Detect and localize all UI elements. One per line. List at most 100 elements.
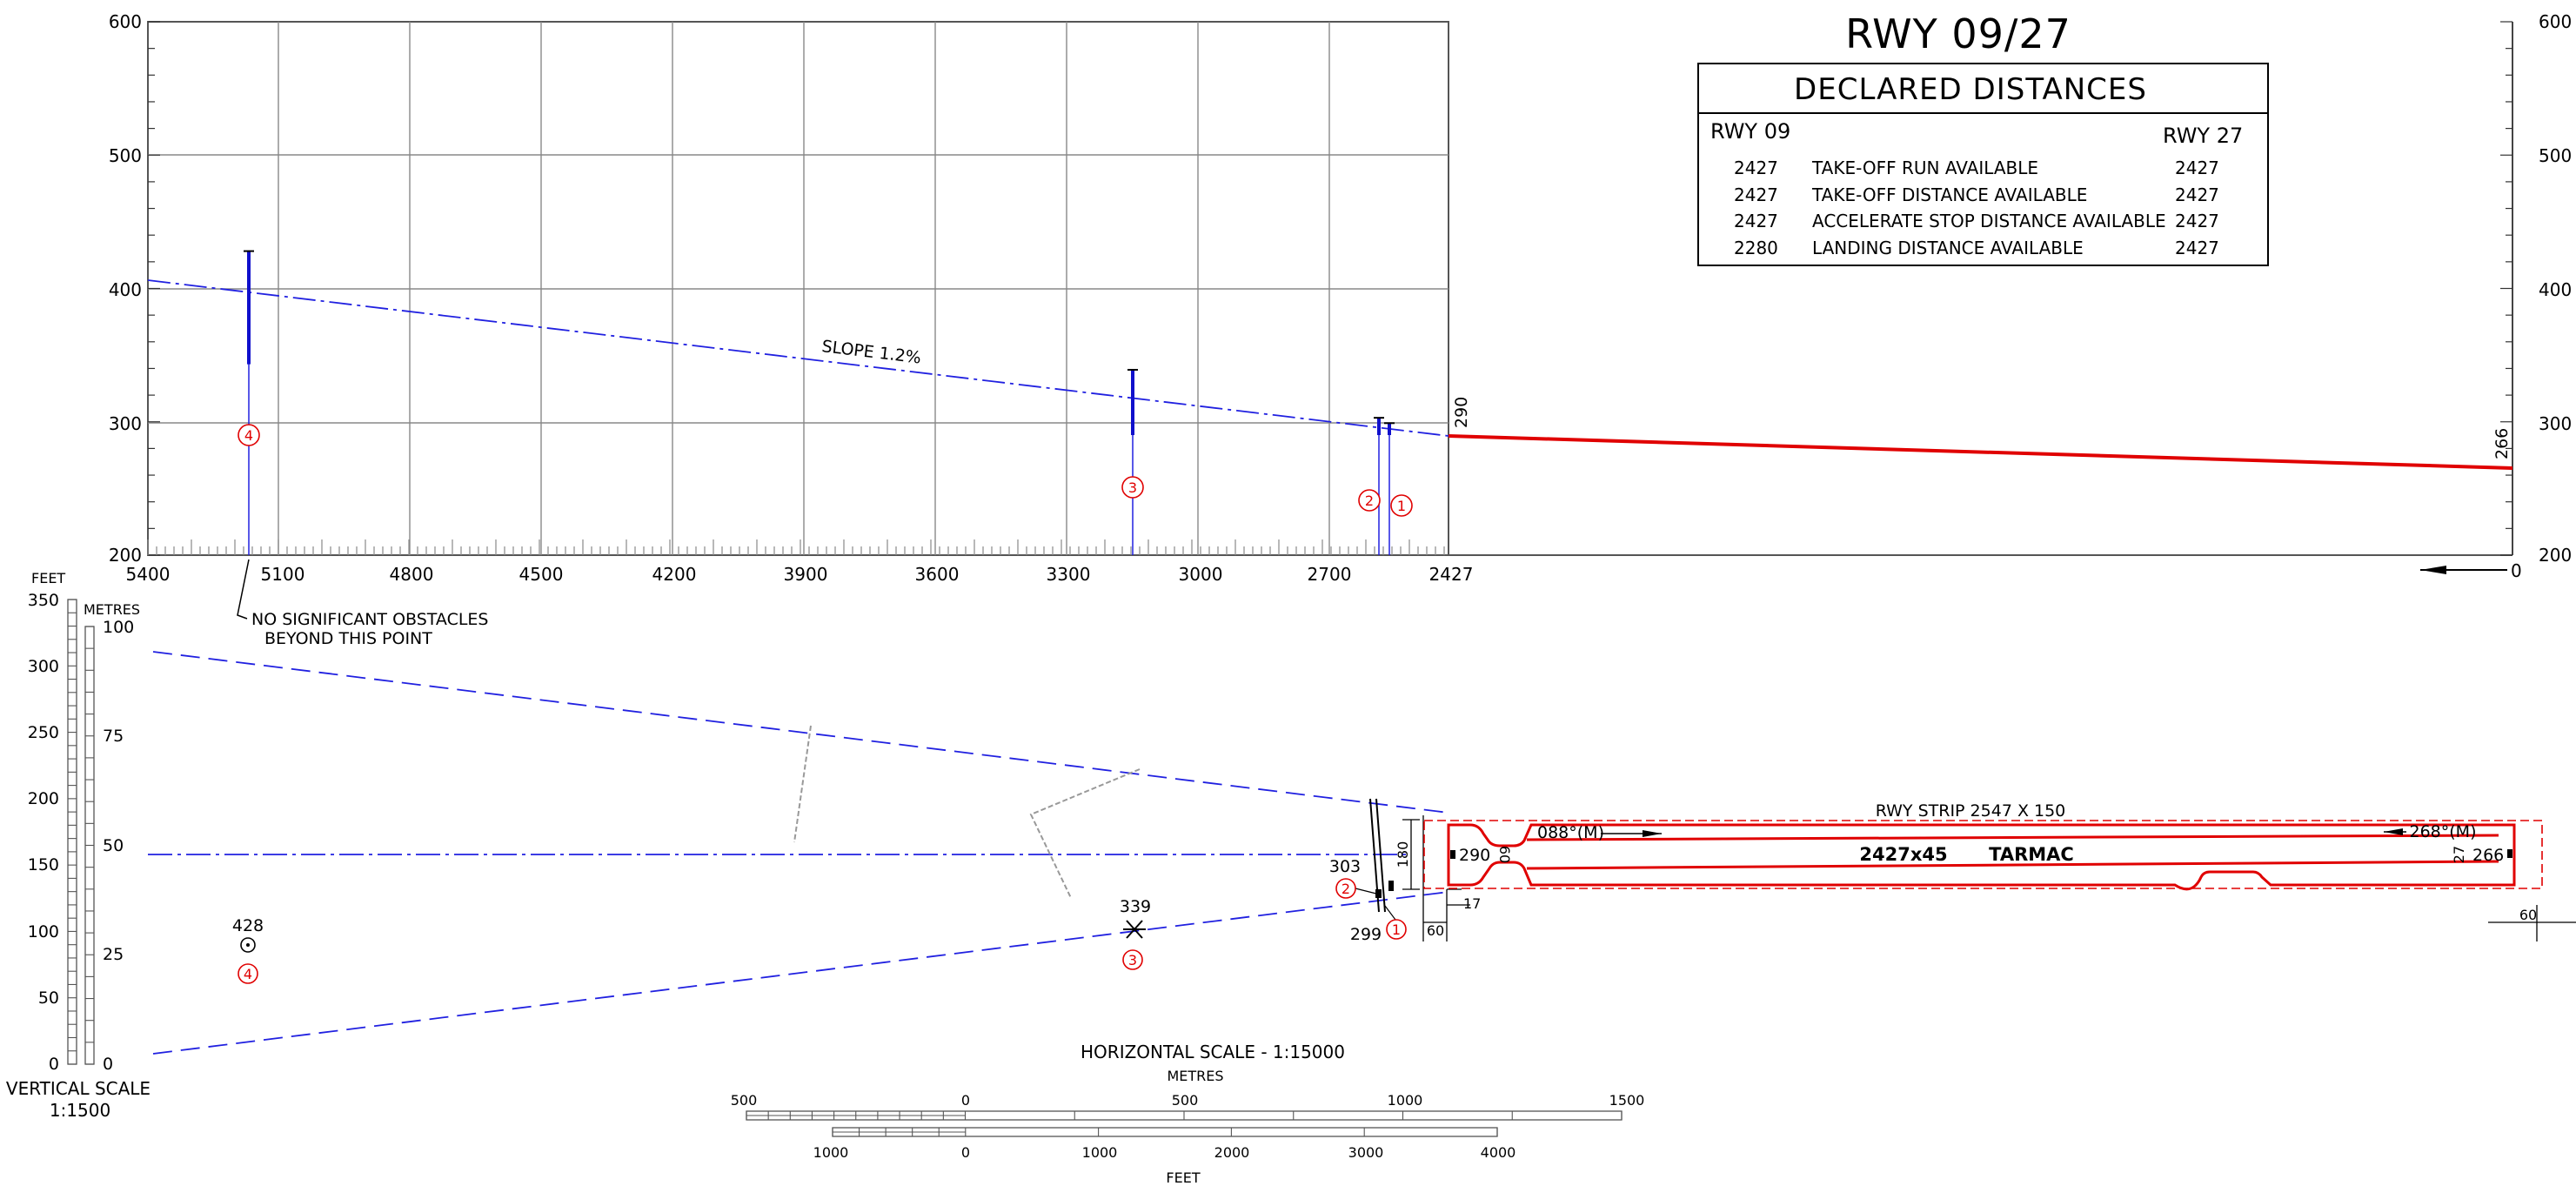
runway-heading-09: 088°(M) [1537, 823, 1604, 842]
plan-obstacle-4-elevation: 428 [232, 916, 264, 935]
dd-row-tora-label: TAKE-OFF RUN AVAILABLE [1811, 157, 2038, 178]
dd-row-tora-left: 2427 [1734, 157, 1778, 178]
plan-obstacle-2-id: 2 [1342, 881, 1350, 897]
plan-obstacle-4-id: 4 [244, 966, 252, 982]
x-tick-label: 3600 [915, 564, 960, 585]
obstacle-id-label: 4 [244, 427, 253, 444]
hscale-feet-tick: 4000 [1481, 1144, 1516, 1161]
vertical-scale-caption: VERTICAL SCALE [6, 1078, 151, 1099]
takeoff-climb-surface [147, 279, 1449, 437]
horizontal-scale-caption: HORIZONTAL SCALE - 1:15000 [1081, 1042, 1345, 1062]
dd-row-lda-left: 2280 [1734, 238, 1778, 258]
x-tick-label: 3000 [1179, 564, 1223, 585]
y-tick-label: 500 [109, 145, 142, 166]
distance-arrow-head [2420, 566, 2446, 574]
note-line-2: BEYOND THIS POINT [264, 629, 432, 648]
x-tick-label: 4800 [390, 564, 434, 585]
declared-distances-table: DECLARED DISTANCES RWY 09 RWY 27 2427 TA… [1697, 63, 2269, 266]
vertical-scale-metre-ticks [85, 626, 94, 1065]
x-tick-label: 5400 [126, 564, 171, 585]
hscale-feet-tick: 2000 [1214, 1144, 1250, 1161]
dd-row-toda-label: TAKE-OFF DISTANCE AVAILABLE [1811, 184, 2087, 205]
obstacle-id-label: 2 [1365, 492, 1374, 509]
vscale-feet-tick: 50 [38, 988, 59, 1008]
dd-row-asda-label: ACCELERATE STOP DISTANCE AVAILABLE [1812, 211, 2166, 231]
plan-obstacle-3-elevation: 339 [1120, 897, 1151, 916]
dd-row-asda-left: 2427 [1734, 211, 1778, 231]
profile-obstacle-4: 4 [238, 250, 260, 555]
vscale-feet-tick: 250 [28, 723, 59, 742]
dim-60-label-left: 60 [1427, 922, 1444, 939]
y-tick-label-right: 600 [2539, 11, 2572, 32]
plan-view: 428 4 339 3 303 2 [148, 651, 2576, 1055]
runway-surface-label: TARMAC [1989, 844, 2074, 865]
y-tick-label-right: 500 [2539, 145, 2572, 166]
vscale-metre-tick: 100 [103, 618, 134, 637]
hscale-feet-tick: 1000 [813, 1144, 849, 1161]
plan-obstacles-1-2: 303 2 299 1 [1329, 798, 1407, 944]
runway-strip-label: RWY STRIP 2547 X 150 [1876, 801, 2066, 821]
x-tick-label: 4200 [652, 564, 697, 585]
vscale-feet-tick: 0 [49, 1055, 59, 1074]
vscale-metre-tick: 0 [103, 1055, 113, 1074]
obstacle-id-circle [1390, 494, 1413, 517]
horizontal-scale-metres-label: METRES [1167, 1068, 1223, 1084]
profile-obstacle-2: 2 [1358, 417, 1384, 555]
threshold-elevation-09: 290 [1452, 397, 1471, 428]
dim-17-label: 17 [1463, 895, 1481, 912]
y-tick-label-right: 200 [2539, 545, 2572, 566]
obstacle-id-label: 1 [1397, 498, 1406, 514]
hscale-feet-tick: 0 [961, 1144, 970, 1161]
vertical-scale-feet-label: FEET [31, 570, 65, 586]
slope-label: SLOPE 1.2% [820, 337, 922, 367]
hscale-metre-tick: 500 [1172, 1092, 1199, 1109]
x-tick-label: 3300 [1047, 564, 1091, 585]
declared-distances-heading: DECLARED DISTANCES [1794, 72, 2147, 107]
x-tick-label: 4500 [519, 564, 564, 585]
dim-27-label: 27 [2451, 846, 2467, 863]
plan-obstacle-3-id: 3 [1128, 952, 1137, 968]
funnel-edge-upper [152, 651, 1449, 814]
x-axis-minor-ticks [147, 539, 1445, 555]
rwy09-column-header: RWY 09 [1710, 119, 1790, 144]
vscale-feet-tick: 100 [28, 922, 59, 941]
vscale-feet-tick: 350 [28, 591, 59, 610]
profile-obstacles: 4 3 2 1 [238, 250, 1413, 555]
vertical-scale-feet-ticks [68, 599, 77, 1065]
no-obstacles-note: NO SIGNIFICANT OBSTACLES BEYOND THIS POI… [237, 559, 489, 648]
hscale-feet-tick: 1000 [1082, 1144, 1118, 1161]
y-tick-label: 200 [109, 545, 142, 566]
x-tick-label: 5100 [261, 564, 305, 585]
threshold-elev-09-plan: 290 [1459, 846, 1490, 865]
vscale-metre-tick: 75 [103, 727, 124, 746]
plan-obstacle-4: 428 4 [232, 916, 264, 984]
obstacle-id-label: 3 [1128, 479, 1137, 496]
runway-outline [1447, 823, 2516, 891]
distance-zero-label: 0 [2511, 560, 2522, 581]
threshold-dimensions [1402, 815, 2576, 941]
runway-strip [1423, 820, 2543, 889]
y-tick-label-right: 400 [2539, 279, 2572, 300]
dd-row-lda-right: 2427 [2175, 238, 2219, 258]
y-tick-label: 300 [109, 413, 142, 434]
dd-row-asda-right: 2427 [2175, 211, 2219, 231]
runway-heading-27: 268°(M) [2410, 822, 2477, 841]
horizontal-scale-feet-ticks [832, 1128, 1498, 1136]
threshold-elev-27-plan: 266 [2472, 846, 2504, 865]
runway-dimensions-label: 2427x45 [1859, 844, 1947, 865]
hscale-feet-tick: 3000 [1348, 1144, 1384, 1161]
vscale-feet-tick: 300 [28, 657, 59, 676]
horizontal-scale-feet-label: FEET [1166, 1169, 1200, 1186]
funnel-edge-lower [152, 891, 1449, 1055]
dim-180-label: 180 [1395, 841, 1411, 868]
plan-obstacle-1-elevation: 299 [1350, 925, 1382, 944]
vertical-scale-ratio: 1:1500 [50, 1100, 110, 1121]
profile-grid-lines [148, 22, 1449, 555]
y-axis-minor-ticks-right [2500, 21, 2512, 556]
hscale-metre-tick: 0 [961, 1092, 970, 1109]
horizontal-scale: HORIZONTAL SCALE - 1:15000 METRES 500 0 … [731, 1042, 1645, 1186]
hscale-metre-tick: 500 [731, 1092, 758, 1109]
hscale-metre-tick: 1500 [1609, 1092, 1645, 1109]
vscale-feet-tick: 200 [28, 789, 59, 808]
vscale-metre-tick: 25 [103, 945, 124, 964]
